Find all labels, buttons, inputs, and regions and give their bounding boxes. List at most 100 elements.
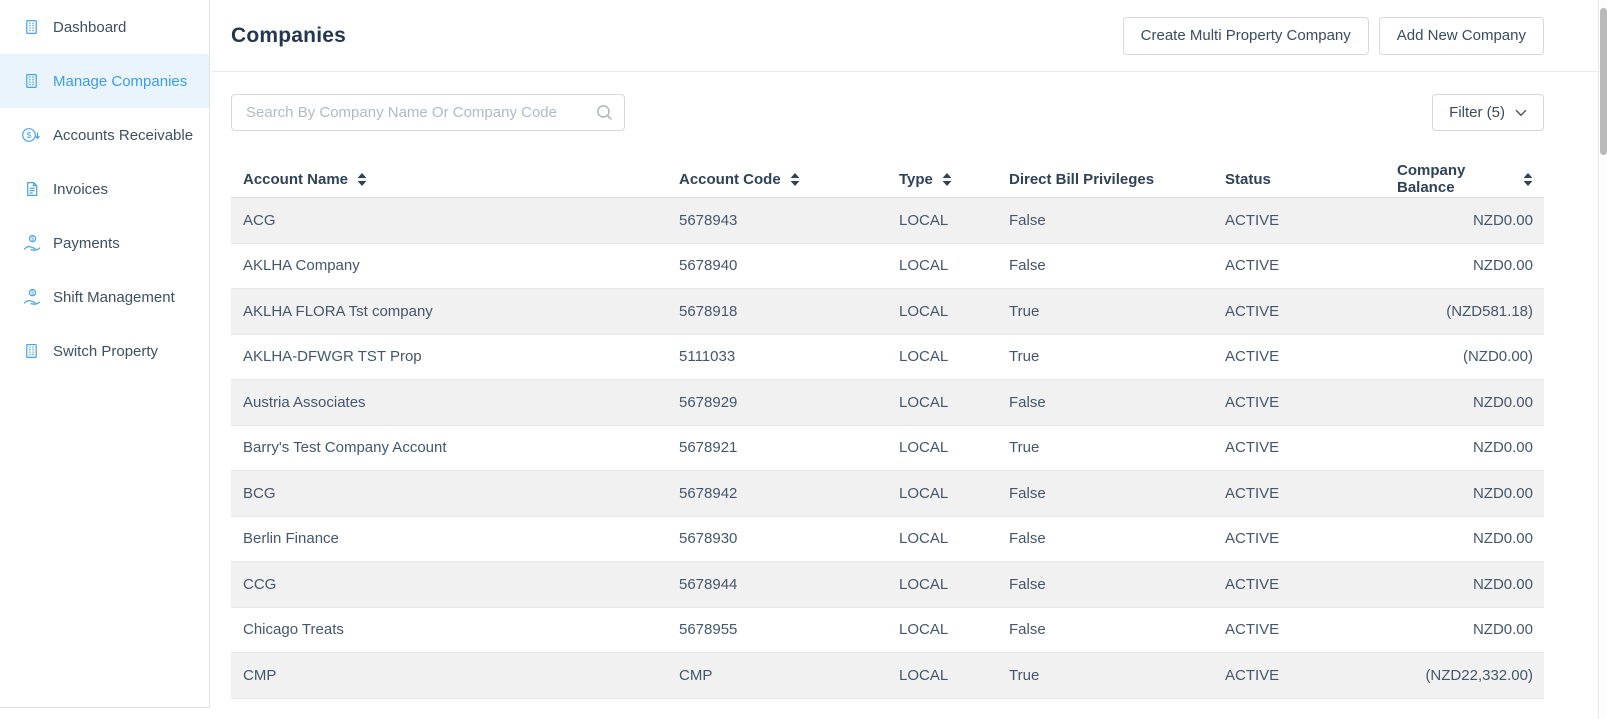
search-box (231, 94, 625, 131)
cell-code: 5678921 (679, 439, 738, 457)
cell-status: ACTIVE (1225, 666, 1280, 684)
svg-text:$: $ (30, 290, 34, 296)
column-header-label: Type (899, 170, 933, 188)
vertical-scrollbar[interactable] (1598, 0, 1607, 719)
table-row[interactable]: AKLHA Company 5678940 LOCAL False ACTIVE NZD0… (231, 244, 1544, 289)
cell-type: LOCAL (899, 666, 949, 684)
cell-code: 5678955 (679, 621, 738, 639)
table-row[interactable]: Berlin Finance 5678930 LOCAL False ACTIVE NZD… (231, 517, 1544, 562)
main-content: Companies Create Multi Property Company A… (211, 0, 1598, 719)
table-row[interactable]: CMP CMP LOCAL True ACTIVE (NZD22,332.00) (231, 653, 1544, 699)
cell-dbp: False (1009, 211, 1046, 229)
cell-balance: (NZD0.00) (1462, 348, 1533, 366)
column-header-balance[interactable]: Company Balance (1397, 162, 1545, 196)
cell-type: LOCAL (899, 439, 949, 457)
sidebar-item-label: Switch Property (53, 342, 159, 360)
add-new-company-button[interactable]: Add New Company (1378, 16, 1544, 55)
cell-code: 5678918 (679, 302, 738, 320)
cell-dbp: False (1009, 484, 1046, 502)
cell-type: LOCAL (899, 621, 949, 639)
table-row[interactable]: Austria Associates 5678929 LOCAL False ACTIV… (231, 380, 1544, 426)
sidebar-item-shift-management[interactable]: $ Shift Management (0, 270, 209, 324)
sidebar-item-dashboard[interactable]: Dashboard (0, 0, 209, 54)
cell-balance: (NZD22,332.00) (1425, 666, 1533, 684)
table-row[interactable]: Chicago Treats 5678955 LOCAL False ACTIVE NZD… (231, 608, 1544, 653)
cell-balance: NZD0.00 (1472, 484, 1533, 502)
table-row[interactable]: AKLHA FLORA Tst company 5678918 LOCAL True A… (231, 289, 1544, 335)
cell-status: ACTIVE (1225, 211, 1280, 229)
cell-name: BCG (243, 484, 276, 502)
table-row[interactable]: BCG 5678942 LOCAL False ACTIVE NZD0.00 (231, 471, 1544, 517)
cell-type: LOCAL (899, 211, 949, 229)
search-input[interactable] (231, 94, 625, 131)
cell-balance: NZD0.00 (1472, 393, 1533, 411)
sidebar-item-label: Manage Companies (53, 72, 188, 90)
cell-dbp: False (1009, 575, 1046, 593)
cell-dbp: False (1009, 393, 1046, 411)
sort-icon[interactable] (357, 172, 367, 186)
cell-dbp: True (1009, 302, 1040, 320)
sort-icon[interactable] (790, 172, 800, 186)
column-header-label: Account Code (679, 170, 781, 188)
table-row[interactable]: Barry's Test Company Account 5678921 LOCAL… (231, 426, 1544, 471)
cell-code: 5678930 (679, 530, 738, 548)
toolbar: Filter (5) (231, 94, 1544, 131)
search-icon (596, 104, 613, 121)
table-row[interactable]: CCG 5678944 LOCAL False ACTIVE NZD0.00 (231, 562, 1544, 608)
column-header-code[interactable]: Account Code (679, 171, 899, 188)
cell-name: Barry's Test Company Account (243, 439, 447, 457)
cell-type: LOCAL (899, 484, 949, 502)
scrollbar-thumb[interactable] (1600, 8, 1607, 155)
column-header-name[interactable]: Account Name (231, 171, 679, 188)
table-row[interactable]: ACG 5678943 LOCAL False ACTIVE NZD0.00 (231, 198, 1544, 244)
cell-name: AKLHA-DFWGR TST Prop (243, 348, 422, 366)
filter-button[interactable]: Filter (5) (1432, 94, 1544, 131)
page-title: Companies (231, 23, 346, 47)
invoice-icon (21, 180, 42, 199)
cell-code: 5111033 (679, 348, 736, 366)
column-header-label: Status (1225, 170, 1271, 188)
sidebar-item-switch-property[interactable]: Switch Property (0, 324, 209, 378)
cell-status: ACTIVE (1225, 257, 1280, 275)
cell-balance: NZD0.00 (1472, 530, 1533, 548)
companies-table: Account Name Account Code Type Direct Bi… (231, 161, 1544, 699)
cell-balance: (NZD581.18) (1446, 302, 1533, 320)
column-header-label: Company Balance (1397, 162, 1466, 196)
header-actions: Create Multi Property Company Add New Com… (1122, 16, 1544, 55)
cell-name: Berlin Finance (243, 530, 339, 548)
cell-name: CMP (243, 666, 277, 684)
table-body: ACG 5678943 LOCAL False ACTIVE NZD0.00 AKLHA C… (231, 198, 1544, 699)
sidebar-item-invoices[interactable]: Invoices (0, 162, 209, 216)
sidebar-item-label: Accounts Receivable (53, 126, 194, 144)
cell-code: 5678929 (679, 393, 738, 411)
cell-balance: NZD0.00 (1472, 211, 1533, 229)
cell-dbp: False (1009, 530, 1046, 548)
cell-status: ACTIVE (1225, 621, 1280, 639)
sort-icon[interactable] (942, 172, 952, 186)
sidebar-item-payments[interactable]: $ Payments (0, 216, 209, 270)
filter-label: Filter (5) (1449, 104, 1505, 121)
cell-code: 5678943 (679, 211, 738, 229)
sidebar-nav: Dashboard Manage Companies $ Accounts Re… (0, 0, 210, 708)
table-row[interactable]: AKLHA-DFWGR TST Prop 5111033 LOCAL True ACTI… (231, 335, 1544, 380)
cell-status: ACTIVE (1225, 302, 1280, 320)
cell-code: CMP (679, 666, 713, 684)
cell-balance: NZD0.00 (1472, 257, 1533, 275)
column-header-type[interactable]: Type (899, 171, 1009, 188)
cell-dbp: False (1009, 621, 1046, 639)
create-multi-property-company-button[interactable]: Create Multi Property Company (1122, 16, 1369, 55)
building-icon (21, 18, 42, 37)
sort-icon[interactable] (1523, 172, 1533, 186)
cell-type: LOCAL (899, 348, 949, 366)
cell-status: ACTIVE (1225, 348, 1280, 366)
cell-balance: NZD0.00 (1472, 621, 1533, 639)
cell-code: 5678940 (679, 257, 738, 275)
sidebar-item-accounts-receivable[interactable]: $ Accounts Receivable (0, 108, 209, 162)
cell-type: LOCAL (899, 302, 949, 320)
svg-text:$: $ (30, 236, 34, 242)
cell-code: 5678944 (679, 575, 738, 593)
sidebar-item-manage-companies[interactable]: Manage Companies (0, 54, 209, 108)
cell-type: LOCAL (899, 530, 949, 548)
sidebar-item-label: Dashboard (53, 18, 127, 36)
